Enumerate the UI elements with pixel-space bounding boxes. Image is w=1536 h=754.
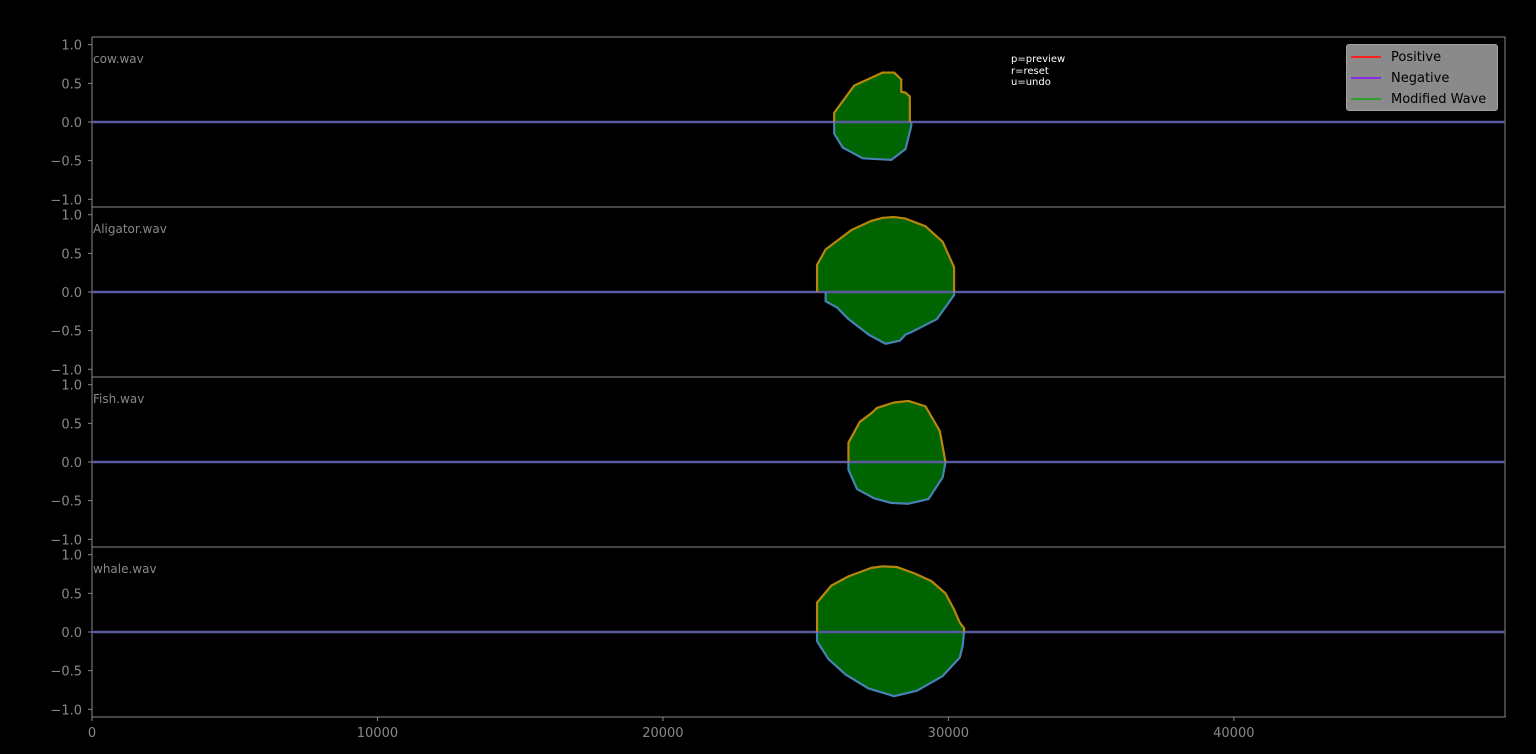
subplot-label: Fish.wav <box>93 392 144 406</box>
negative-envelope <box>847 461 947 505</box>
legend-entry-positive: Positive <box>1351 48 1441 66</box>
legend: Positive Negative Modified Wave <box>1346 44 1498 111</box>
y-tick-label: 0.0 <box>61 116 82 131</box>
subplot-label: cow.wav <box>93 52 144 66</box>
negative-envelope <box>824 292 956 345</box>
y-tick-label: −0.5 <box>50 495 82 510</box>
positive-envelope <box>833 71 911 122</box>
y-tick-label: 0.5 <box>61 417 82 432</box>
hint-preview: p=preview <box>1011 54 1066 65</box>
legend-label-negative: Negative <box>1391 70 1450 86</box>
y-tick-label: −0.5 <box>50 325 82 340</box>
legend-label-positive: Positive <box>1391 49 1442 65</box>
y-tick-label: −1.0 <box>50 363 82 378</box>
x-tick-label: 10000 <box>357 726 398 741</box>
modified-wave-fill <box>848 400 946 504</box>
hint-undo: u=undo <box>1011 77 1051 88</box>
y-tick-label: −1.0 <box>50 533 82 548</box>
legend-swatch-modified-wave <box>1351 98 1381 100</box>
y-tick-label: 1.0 <box>61 549 82 564</box>
y-tick-label: −1.0 <box>50 703 82 718</box>
x-tick-label: 30000 <box>928 726 969 741</box>
y-tick-label: −0.5 <box>50 665 82 680</box>
legend-swatch-positive <box>1351 56 1381 58</box>
legend-swatch-negative <box>1351 77 1381 79</box>
negative-envelope <box>833 122 913 161</box>
modified-wave-fill <box>817 217 955 344</box>
y-tick-label: 0.0 <box>61 286 82 301</box>
y-tick-label: 0.5 <box>61 77 82 92</box>
y-tick-label: 1.0 <box>61 379 82 394</box>
positive-envelope <box>847 399 947 463</box>
y-tick-label: 1.0 <box>61 39 82 54</box>
negative-envelope <box>815 631 966 698</box>
subplot-label: Aligator.wav <box>93 222 167 236</box>
subplot-label: whale.wav <box>93 562 157 576</box>
positive-envelope <box>815 565 966 632</box>
positive-envelope <box>815 215 956 292</box>
modified-wave-fill <box>834 72 912 160</box>
y-tick-label: 0.0 <box>61 626 82 641</box>
y-tick-label: −0.5 <box>50 155 82 170</box>
keyboard-hint: p=preview r=reset u=undo <box>1011 54 1065 89</box>
y-tick-label: 0.0 <box>61 456 82 471</box>
y-tick-label: 0.5 <box>61 247 82 262</box>
legend-entry-negative: Negative <box>1351 69 1449 87</box>
legend-label-modified-wave: Modified Wave <box>1391 91 1487 107</box>
legend-entry-modified-wave: Modified Wave <box>1351 90 1486 108</box>
hint-reset: r=reset <box>1011 65 1049 77</box>
y-tick-label: −1.0 <box>50 193 82 208</box>
x-tick-label: 40000 <box>1213 726 1254 741</box>
y-tick-label: 0.5 <box>61 587 82 602</box>
x-tick-label: 20000 <box>642 726 683 741</box>
x-tick-label: 0 <box>88 726 96 741</box>
y-tick-label: 1.0 <box>61 209 82 224</box>
